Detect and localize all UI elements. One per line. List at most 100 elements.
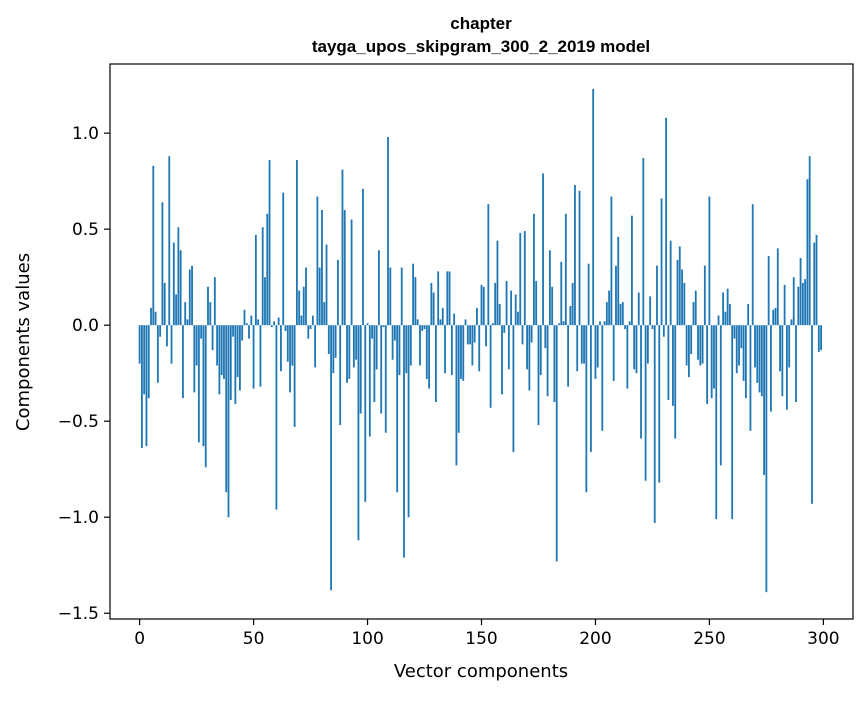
bar-145 xyxy=(469,325,472,345)
bar-121 xyxy=(414,277,417,326)
bar-216 xyxy=(631,215,633,326)
bar-171 xyxy=(528,325,531,391)
y-tick-label: 0.5 xyxy=(72,220,99,240)
bar-79 xyxy=(318,267,321,326)
bar-118 xyxy=(407,325,410,518)
bar-89 xyxy=(341,169,344,326)
bar-40 xyxy=(229,325,232,401)
bar-109 xyxy=(387,136,389,326)
bar-111 xyxy=(391,325,394,360)
bar-233 xyxy=(669,240,672,326)
bar-102 xyxy=(371,325,374,339)
bar-46 xyxy=(243,309,246,326)
bar-13 xyxy=(168,156,171,326)
bar-166 xyxy=(517,311,519,326)
bar-108 xyxy=(384,325,387,433)
bar-253 xyxy=(715,325,718,520)
bar-23 xyxy=(191,265,193,326)
bar-0 xyxy=(138,325,141,364)
bar-26 xyxy=(197,325,200,443)
bar-293 xyxy=(806,179,809,326)
bar-258 xyxy=(726,288,729,326)
bar-229 xyxy=(660,198,663,326)
y-tick-label: 1.0 xyxy=(72,124,99,144)
bar-110 xyxy=(389,267,392,326)
bar-167 xyxy=(519,233,522,326)
bar-230 xyxy=(662,325,665,337)
bar-195 xyxy=(583,325,585,364)
x-axis-ticks: 0 50 100 150 200 250 300 xyxy=(134,619,840,649)
bar-54 xyxy=(261,227,264,326)
bar-284 xyxy=(785,325,788,410)
bar-47 xyxy=(245,323,248,326)
bar-247 xyxy=(701,325,704,364)
bar-105 xyxy=(378,250,380,326)
bar-186 xyxy=(562,321,565,326)
bar-276 xyxy=(767,256,770,326)
bar-204 xyxy=(603,321,606,326)
bar-263 xyxy=(738,325,740,366)
bar-200 xyxy=(594,325,597,379)
bar-119 xyxy=(409,325,412,366)
bar-11 xyxy=(163,282,166,326)
bar-157 xyxy=(496,240,499,326)
chart-title-line1: chapter xyxy=(450,14,512,33)
bar-18 xyxy=(179,250,182,326)
bar-94 xyxy=(352,325,355,368)
bar-283 xyxy=(783,284,786,326)
bar-73 xyxy=(305,267,307,326)
bar-193 xyxy=(578,190,581,326)
bar-220 xyxy=(640,325,642,439)
bar-150 xyxy=(480,284,483,326)
bar-88 xyxy=(339,325,342,426)
bar-142 xyxy=(462,325,465,381)
x-tick-label: 150 xyxy=(465,629,497,649)
bar-76 xyxy=(311,315,314,326)
bar-80 xyxy=(321,209,323,326)
bar-271 xyxy=(756,325,759,383)
bar-49 xyxy=(250,315,253,326)
bar-183 xyxy=(555,325,558,562)
bar-39 xyxy=(227,325,230,518)
bar-239 xyxy=(683,282,686,326)
bar-173 xyxy=(533,213,535,326)
bar-58 xyxy=(270,325,273,328)
bar-159 xyxy=(501,325,503,395)
bar-242 xyxy=(690,325,693,354)
bar-214 xyxy=(626,325,629,389)
bar-215 xyxy=(628,321,631,326)
bar-130 xyxy=(435,325,437,402)
bar-51 xyxy=(254,234,257,326)
bar-48 xyxy=(248,325,250,339)
bar-256 xyxy=(722,292,724,326)
bar-103 xyxy=(373,325,376,402)
bar-211 xyxy=(619,304,622,326)
bar-170 xyxy=(526,325,528,370)
bar-25 xyxy=(195,325,198,366)
bar-234 xyxy=(672,325,674,406)
bars-layer xyxy=(138,88,822,593)
bar-34 xyxy=(216,325,219,366)
bar-225 xyxy=(651,325,654,330)
bar-138 xyxy=(453,313,456,326)
bar-96 xyxy=(357,325,360,541)
bar-36 xyxy=(220,325,223,376)
bar-299 xyxy=(820,325,822,351)
bar-27 xyxy=(200,325,203,339)
bar-240 xyxy=(685,325,688,366)
bar-68 xyxy=(293,325,296,427)
bar-6 xyxy=(152,165,155,326)
bar-99 xyxy=(364,325,367,502)
bar-133 xyxy=(441,307,444,326)
bar-24 xyxy=(193,325,196,393)
bar-252 xyxy=(713,325,715,389)
bar-237 xyxy=(678,246,681,326)
bar-93 xyxy=(350,219,353,326)
bar-43 xyxy=(236,325,239,378)
x-tick-label: 50 xyxy=(243,629,265,649)
bar-53 xyxy=(259,325,262,387)
bar-226 xyxy=(653,325,656,523)
bar-208 xyxy=(612,325,615,381)
bar-98 xyxy=(362,188,364,326)
bar-201 xyxy=(596,325,599,368)
